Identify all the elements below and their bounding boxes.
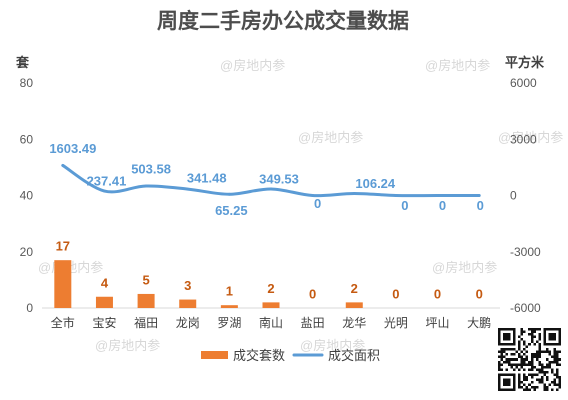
y-tick-label: 40 bbox=[20, 189, 34, 203]
bar-data-label: 0 bbox=[434, 287, 441, 302]
legend: 成交套数 成交面积 bbox=[201, 348, 380, 363]
x-tick-label: 光明 bbox=[384, 316, 408, 330]
line-point bbox=[269, 187, 273, 191]
line-data-label: 0 bbox=[314, 196, 321, 211]
legend-label-bar: 成交套数 bbox=[233, 348, 285, 363]
legend-label-line: 成交面积 bbox=[328, 348, 380, 363]
x-axis-categories: 全市 宝安 福田 龙岗 罗湖 南山 盐田 龙华 光明 坪山 大鹏 bbox=[51, 315, 491, 330]
bar-data-label: 0 bbox=[476, 287, 483, 302]
bar bbox=[54, 260, 72, 308]
y2-tick-label: 6000 bbox=[510, 76, 537, 90]
qr-finder-center bbox=[503, 378, 511, 386]
bar-data-label: 5 bbox=[142, 272, 149, 287]
watermark-text: @房地内参 bbox=[498, 130, 563, 145]
line-data-label: 0 bbox=[477, 198, 484, 213]
y-tick-label: 0 bbox=[26, 301, 33, 315]
x-tick-label: 盐田 bbox=[301, 316, 325, 330]
line-series bbox=[61, 163, 481, 198]
bar-data-label: 0 bbox=[392, 287, 399, 302]
bar-data-label: 2 bbox=[351, 281, 358, 296]
line-data-label: 349.53 bbox=[259, 171, 299, 186]
line-data-labels: 1603.49 237.41 503.58 341.48 65.25 349.53 0 106… bbox=[49, 141, 483, 218]
y-tick-label: 20 bbox=[20, 245, 34, 259]
watermark-text: @房地内参 bbox=[425, 58, 490, 73]
x-tick-label: 福田 bbox=[134, 315, 158, 330]
y-axis-title: 套 bbox=[15, 55, 30, 70]
bar bbox=[262, 302, 280, 308]
line-point bbox=[477, 194, 481, 197]
line-data-label: 341.48 bbox=[187, 171, 227, 186]
line-data-label: 1603.49 bbox=[49, 141, 96, 156]
line-data-label: 0 bbox=[401, 198, 408, 213]
watermark-text: @房地内参 bbox=[220, 58, 285, 73]
line-point bbox=[394, 194, 398, 197]
x-tick-label: 罗湖 bbox=[217, 315, 241, 330]
x-tick-label: 全市 bbox=[51, 315, 75, 330]
bar bbox=[179, 299, 197, 308]
legend-swatch-bar bbox=[201, 351, 228, 359]
bar bbox=[220, 305, 238, 308]
y2-axis-ticks: -6000 -3000 0 3000 6000 bbox=[510, 76, 541, 315]
y-tick-label: 60 bbox=[20, 132, 34, 146]
watermark-layer: @房地内参@房地内参@房地内参@房地内参@房地内参@房地内参@房地内参@房地内参 bbox=[38, 58, 563, 353]
line-point bbox=[61, 164, 65, 167]
y-tick-label: 80 bbox=[20, 76, 34, 90]
x-tick-label: 大鹏 bbox=[467, 316, 491, 330]
x-tick-label: 龙华 bbox=[342, 316, 366, 330]
y2-tick-label: -3000 bbox=[510, 245, 541, 259]
line-point bbox=[186, 187, 190, 191]
qr-finder-center bbox=[548, 333, 556, 341]
y-axis-ticks: 0 20 40 60 80 bbox=[20, 76, 34, 315]
bar-data-label: 2 bbox=[267, 281, 274, 296]
line-point bbox=[227, 192, 231, 196]
x-tick-label: 宝安 bbox=[92, 315, 116, 330]
line-point bbox=[436, 194, 439, 197]
bar-data-labels: 17 4 5 3 1 2 0 2 0 0 0 bbox=[56, 239, 483, 302]
bar-data-label: 3 bbox=[184, 278, 191, 293]
y2-tick-label: 3000 bbox=[510, 132, 537, 146]
qr-finder-center bbox=[503, 333, 511, 341]
watermark-text: @房地内参 bbox=[300, 338, 365, 353]
line-point bbox=[103, 189, 106, 193]
bar-data-label: 0 bbox=[309, 287, 316, 302]
bar-data-label: 1 bbox=[226, 284, 233, 299]
line-point bbox=[144, 184, 148, 188]
y2-axis-title: 平方米 bbox=[505, 55, 545, 70]
bar-data-label: 4 bbox=[101, 275, 109, 290]
watermark-text: @房地内参 bbox=[432, 260, 497, 275]
line-data-label: 503.58 bbox=[131, 162, 171, 177]
bar bbox=[345, 302, 363, 308]
qr-modules bbox=[498, 328, 561, 391]
chart-title: 周度二手房办公成交量数据 bbox=[157, 9, 409, 33]
bar bbox=[137, 293, 155, 308]
bar-series bbox=[54, 260, 363, 308]
y2-tick-label: 0 bbox=[510, 189, 517, 203]
watermark-text: @房地内参 bbox=[298, 130, 363, 145]
watermark-text: @房地内参 bbox=[95, 338, 160, 353]
y2-tick-label: -6000 bbox=[510, 301, 541, 315]
x-tick-label: 南山 bbox=[259, 315, 283, 330]
bar-data-label: 17 bbox=[56, 239, 70, 254]
line-point bbox=[352, 192, 356, 195]
line-data-label: 65.25 bbox=[215, 203, 248, 218]
line-point bbox=[311, 194, 315, 197]
line-data-label: 106.24 bbox=[355, 176, 396, 191]
x-tick-label: 龙岗 bbox=[176, 316, 200, 330]
line-data-label: 0 bbox=[439, 198, 446, 213]
qr-code bbox=[497, 327, 562, 392]
bar bbox=[95, 296, 113, 308]
line-data-label: 237.41 bbox=[87, 174, 127, 189]
x-tick-label: 坪山 bbox=[426, 316, 450, 330]
